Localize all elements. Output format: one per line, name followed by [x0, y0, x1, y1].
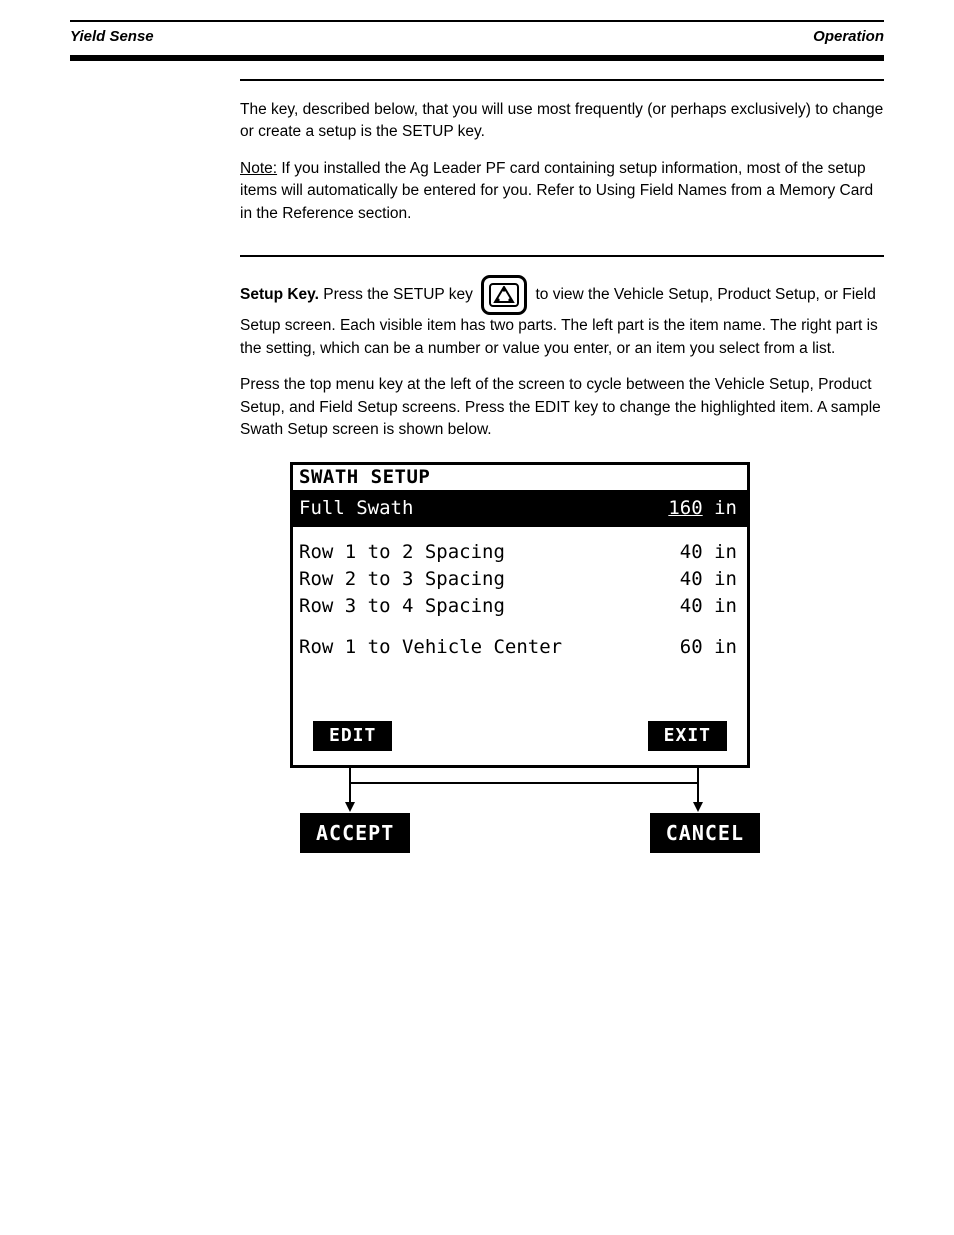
- row-unit: in: [714, 595, 737, 617]
- row-label: Row 3 to 4 Spacing: [299, 597, 505, 616]
- swath-title: SWATH SETUP: [293, 465, 747, 493]
- table-row[interactable]: Row 2 to 3 Spacing 40 in: [299, 566, 737, 593]
- intro-paragraph: The key, described below, that you will …: [240, 99, 884, 144]
- table-row[interactable]: Row 1 to Vehicle Center 60 in: [299, 634, 737, 661]
- header-left: Yield Sense: [70, 28, 154, 45]
- setup-key-label: Setup Key.: [240, 286, 319, 303]
- accept-button[interactable]: ACCEPT: [300, 813, 410, 853]
- setup-key-icon: [481, 275, 527, 315]
- setup-body-b: to view the: [536, 286, 610, 303]
- header-right: Operation: [813, 28, 884, 45]
- note-paragraph: Note: If you installed the Ag Leader PF …: [240, 158, 884, 225]
- setup-key-paragraph-2: Press the top menu key at the left of th…: [240, 374, 884, 441]
- note-body-1: If you installed the Ag Leader PF card c…: [281, 160, 614, 177]
- row-value: 40: [680, 568, 703, 590]
- row-label: Row 1 to Vehicle Center: [299, 638, 562, 657]
- cancel-button[interactable]: CANCEL: [650, 813, 760, 853]
- table-row[interactable]: Row 3 to 4 Spacing 40 in: [299, 593, 737, 620]
- exit-button[interactable]: EXIT: [648, 721, 727, 751]
- setup-key-paragraph: Setup Key. Press the SETUP key to view t…: [240, 275, 884, 360]
- swath-setup-panel: SWATH SETUP Full Swath 160 in Row 1 to 2…: [290, 462, 750, 768]
- row-label: Row 1 to 2 Spacing: [299, 543, 505, 562]
- swath-selected-value: 160: [668, 497, 702, 519]
- table-row[interactable]: Row 1 to 2 Spacing 40 in: [299, 539, 737, 566]
- row-unit: in: [714, 568, 737, 590]
- edit-button[interactable]: EDIT: [313, 721, 392, 751]
- swath-selected-label: Full Swath: [299, 499, 413, 518]
- row-value: 60: [680, 636, 703, 658]
- row-unit: in: [714, 541, 737, 563]
- swath-selected-row[interactable]: Full Swath 160 in: [293, 493, 747, 527]
- row-unit: in: [714, 636, 737, 658]
- setup-body-a: Press the SETUP key: [323, 286, 473, 303]
- row-label: Row 2 to 3 Spacing: [299, 570, 505, 589]
- row-value: 40: [680, 541, 703, 563]
- note-label: Note:: [240, 160, 277, 177]
- row-value: 40: [680, 595, 703, 617]
